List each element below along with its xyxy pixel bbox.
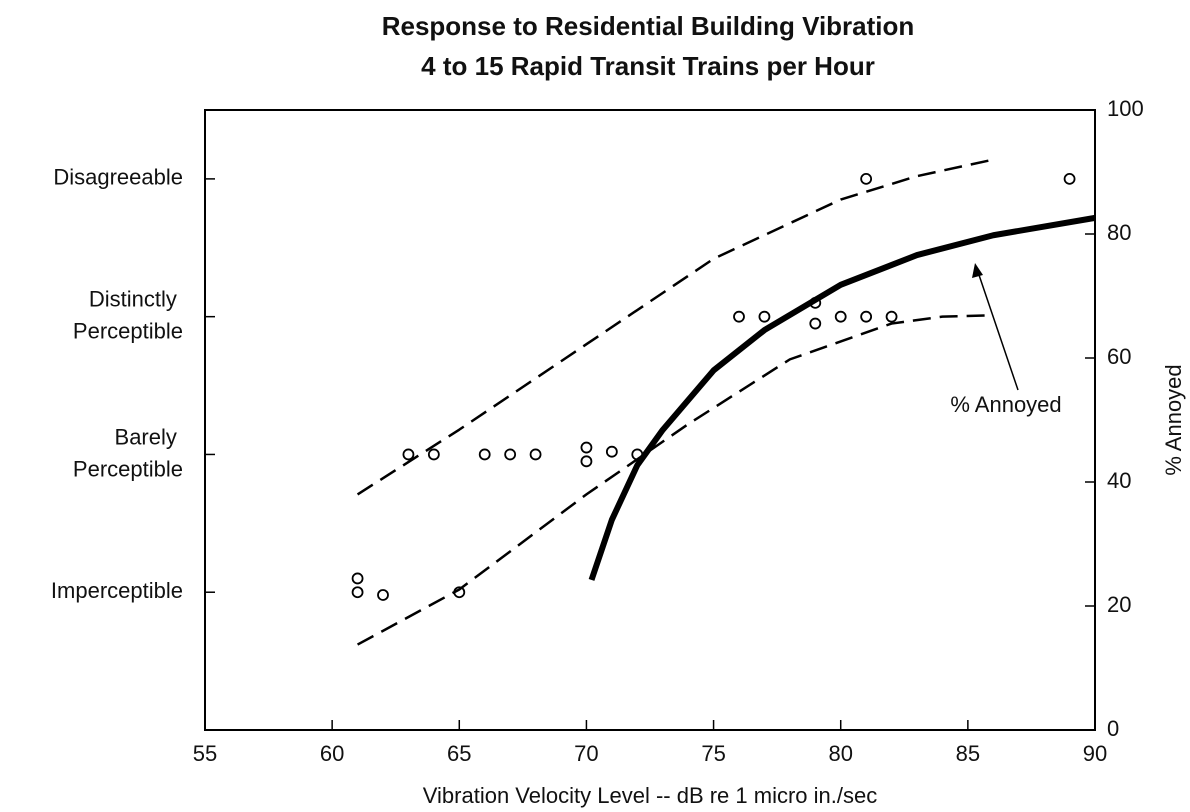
chart-title: Response to Residential Building Vibrati… bbox=[382, 11, 915, 41]
data-point bbox=[809, 317, 822, 330]
data-point bbox=[860, 172, 873, 185]
data-point bbox=[504, 448, 517, 461]
y2-tick-label: 20 bbox=[1107, 592, 1131, 617]
dashed-line bbox=[356, 158, 994, 496]
y-tick-label: Disagreeable bbox=[53, 165, 183, 190]
annotation: % Annoyed bbox=[950, 392, 1061, 417]
data-point bbox=[427, 448, 440, 461]
data-point bbox=[351, 586, 364, 599]
x-tick-label: 85 bbox=[956, 741, 980, 766]
y2-tick-label: 0 bbox=[1107, 716, 1119, 741]
data-point bbox=[377, 589, 389, 601]
data-point bbox=[580, 441, 593, 454]
data-point bbox=[402, 448, 415, 461]
x-tick-label: 80 bbox=[828, 741, 852, 766]
x-tick-label: 90 bbox=[1083, 741, 1107, 766]
data-point bbox=[834, 310, 847, 323]
data-point bbox=[758, 310, 771, 323]
data-point bbox=[351, 572, 364, 585]
x-tick-label: 60 bbox=[320, 741, 344, 766]
data-point bbox=[733, 310, 745, 323]
x-tick-label: 55 bbox=[193, 741, 217, 766]
chart-subtitle: 4 to 15 Rapid Transit Trains per Hour bbox=[421, 51, 875, 81]
y-tick-label: Imperceptible bbox=[51, 578, 183, 603]
data-point bbox=[1063, 172, 1076, 185]
data-point bbox=[580, 455, 593, 468]
annotation-arrow bbox=[977, 271, 1019, 391]
data-point bbox=[529, 448, 542, 461]
x-tick-label: 70 bbox=[574, 741, 598, 766]
data-point bbox=[885, 310, 898, 323]
data-point bbox=[478, 448, 491, 461]
y2-tick-label: 100 bbox=[1107, 96, 1144, 121]
x-tick-label: 75 bbox=[701, 741, 725, 766]
data-point bbox=[605, 445, 618, 458]
y2-tick-label: 80 bbox=[1107, 220, 1131, 245]
arrow-head bbox=[972, 263, 983, 278]
y-tick-label: Distinctly Perceptible bbox=[73, 286, 183, 343]
x-tick-label: 65 bbox=[447, 741, 471, 766]
y2-tick-label: 60 bbox=[1107, 344, 1131, 369]
dashed-line bbox=[356, 314, 994, 646]
curve bbox=[588, 214, 1096, 581]
data-point bbox=[860, 310, 873, 323]
y2-tick-label: 40 bbox=[1107, 468, 1131, 493]
plot-frame bbox=[204, 109, 1096, 731]
y2-axis-label: % Annoyed bbox=[1161, 364, 1186, 475]
x-axis-label: Vibration Velocity Level -- dB re 1 micr… bbox=[423, 783, 877, 808]
y-tick-label: Barely Perceptible bbox=[73, 424, 183, 481]
